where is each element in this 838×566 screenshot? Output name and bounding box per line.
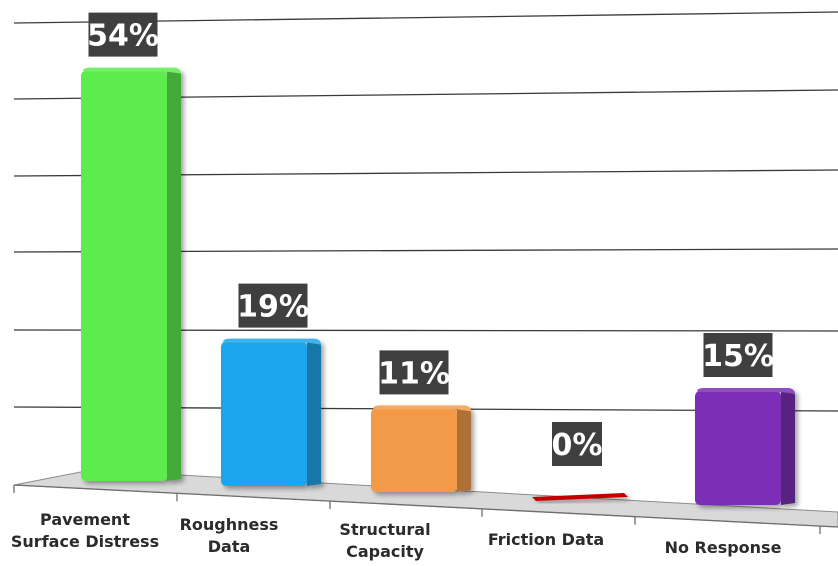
category-labels: Pavement Surface Distress Roughness Data Str… — [11, 510, 782, 561]
bar — [221, 338, 321, 486]
data-label-text: 54% — [87, 19, 159, 54]
data-label: 15% — [702, 333, 774, 377]
bar-front — [695, 391, 781, 505]
data-label-text: 0% — [552, 428, 603, 463]
data-labels: 54% 19% 11% 0% 15% — [87, 12, 774, 466]
bar-top — [697, 388, 795, 394]
category-label: Friction Data — [488, 530, 604, 549]
data-label-text: 11% — [378, 356, 450, 391]
bar-face — [532, 493, 628, 501]
bar — [371, 405, 471, 492]
bar-side — [307, 341, 321, 486]
category-label: No Response — [665, 538, 782, 557]
data-label: 19% — [237, 283, 309, 328]
data-label-box — [88, 12, 158, 57]
bar-front — [371, 408, 457, 492]
data-label-text: 15% — [702, 339, 774, 374]
data-label-text: 19% — [237, 290, 309, 325]
bar-side — [457, 408, 471, 492]
bar-front — [221, 341, 307, 486]
category-label: Roughness Data — [180, 515, 279, 556]
bar — [532, 493, 628, 501]
data-label-box — [379, 350, 449, 395]
category-label: Structural Capacity — [339, 520, 430, 561]
bar — [81, 67, 181, 481]
bar-top — [83, 67, 181, 74]
chart-floor — [13, 469, 838, 528]
bar — [695, 388, 795, 505]
bar-front — [81, 70, 167, 481]
data-label: 54% — [87, 12, 159, 57]
data-label-box — [238, 283, 308, 328]
category-label: Pavement Surface Distress — [11, 510, 159, 551]
axis-ticks — [13, 485, 821, 535]
bar-side — [167, 70, 181, 481]
data-label: 11% — [378, 350, 450, 395]
data-label-box — [552, 422, 602, 466]
bar-side — [781, 391, 795, 505]
bar-top — [373, 405, 471, 412]
data-label-box — [703, 333, 773, 377]
data-label: 0% — [552, 422, 603, 466]
bar-top — [223, 338, 321, 345]
bars — [81, 67, 795, 505]
